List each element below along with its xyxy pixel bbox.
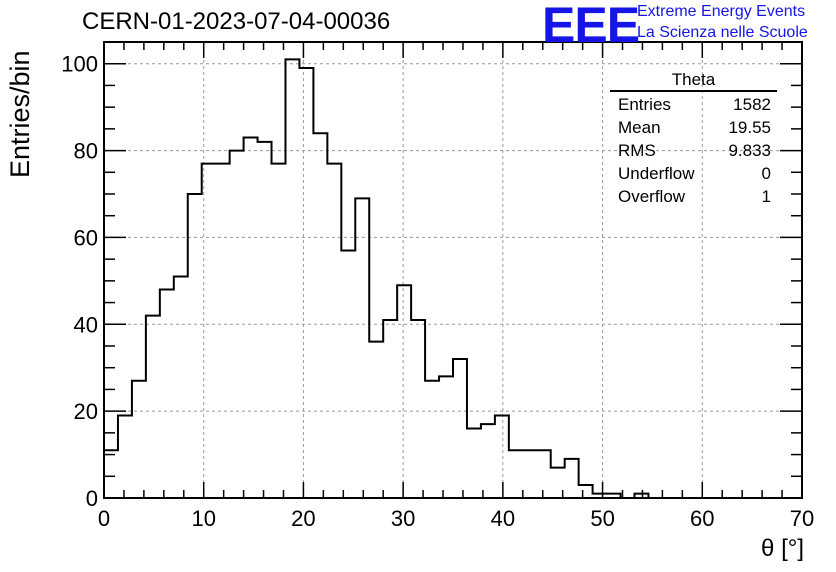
chart-title: CERN-01-2023-07-04-00036 (82, 8, 391, 35)
x-tick-label: 50 (590, 506, 614, 531)
stats-label: Mean (618, 118, 661, 137)
stats-label: Underflow (618, 164, 695, 183)
x-tick-label: 20 (291, 506, 315, 531)
stats-value: 9.833 (728, 141, 771, 160)
y-tick-label: 100 (61, 52, 98, 77)
x-tick-label: 40 (491, 506, 515, 531)
y-axis-label: Entries/bin (5, 50, 35, 178)
x-tick-label: 70 (790, 506, 814, 531)
y-tick-label: 0 (86, 486, 98, 511)
stats-value: 1582 (733, 95, 771, 114)
stats-value: 0 (761, 164, 771, 183)
plot-frame (103, 41, 803, 499)
x-tick-label: 30 (391, 506, 415, 531)
stats-row-overflow: Overflow 1 (610, 185, 777, 208)
grid-lines (104, 42, 802, 498)
stats-row-rms: RMS 9.833 (610, 139, 777, 162)
y-tick-label: 80 (74, 139, 98, 164)
stats-row-entries: Entries 1582 (610, 93, 777, 116)
x-tick-label: 0 (98, 506, 110, 531)
stats-label: Overflow (618, 187, 686, 206)
stats-row-mean: Mean 19.55 (610, 116, 777, 139)
axis-ticks (103, 41, 803, 499)
stats-label: Entries (618, 95, 671, 114)
logo-line-2: La Scienza nelle Scuole (637, 24, 808, 41)
stats-value: 19.55 (728, 118, 771, 137)
y-tick-label: 40 (74, 312, 98, 337)
stats-title: Theta (610, 70, 777, 92)
y-tick-label: 60 (74, 225, 98, 250)
y-tick-label: 20 (74, 399, 98, 424)
stats-label: RMS (618, 141, 656, 160)
stats-box: Theta Entries 1582 Mean 19.55 RMS 9.833 … (610, 70, 777, 208)
x-axis-label: θ [°] (761, 535, 804, 562)
stats-value: 1 (761, 187, 771, 206)
logo-mark: EEE (542, 0, 640, 53)
x-tick-label: 10 (191, 506, 215, 531)
logo-line-1: Extreme Energy Events (637, 3, 806, 20)
stats-row-underflow: Underflow 0 (610, 162, 777, 185)
x-tick-label: 60 (690, 506, 714, 531)
